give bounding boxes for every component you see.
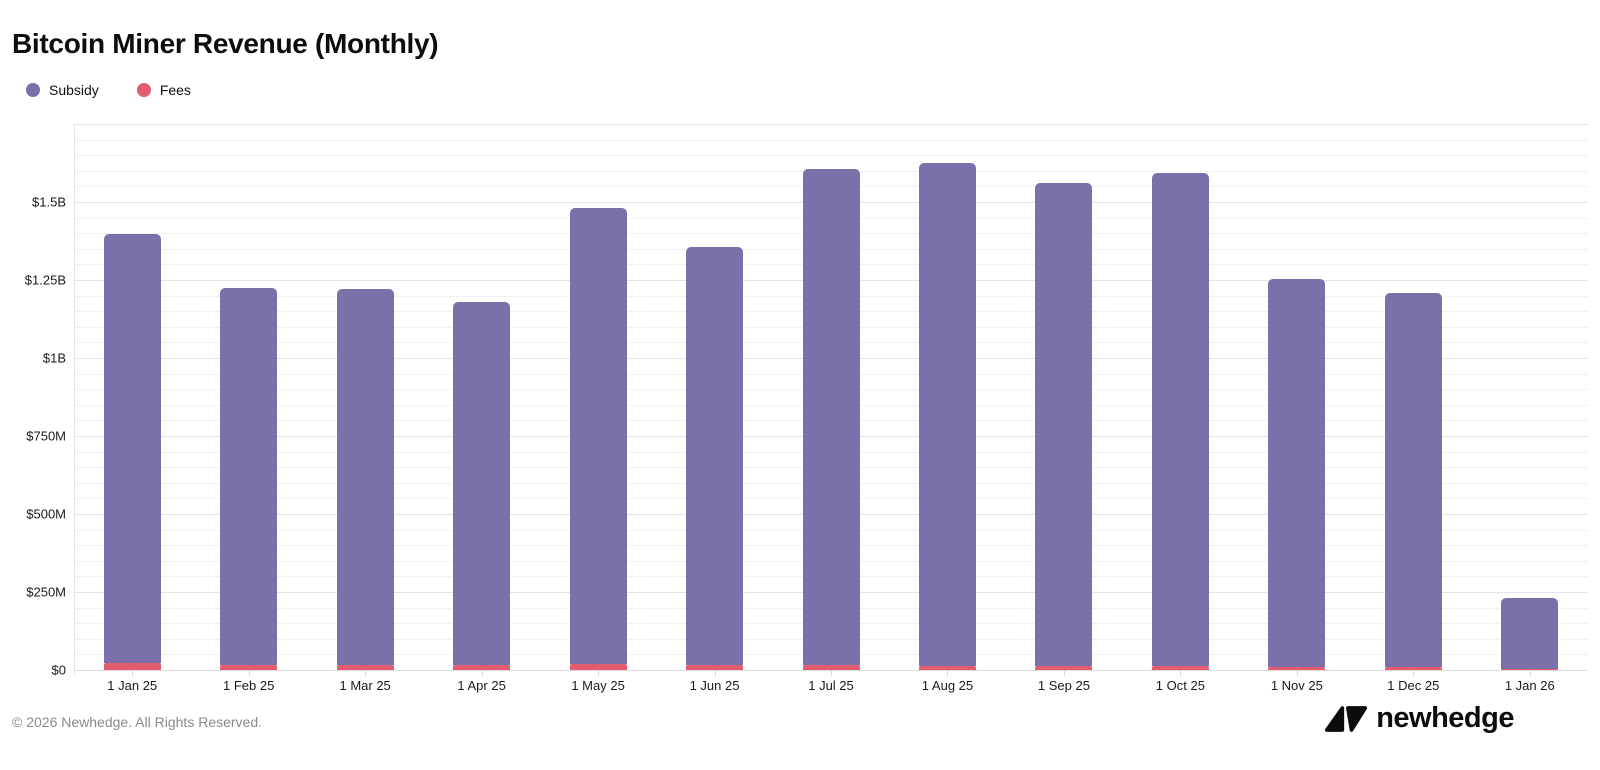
bar-subsidy-1-jul-25[interactable] (802, 168, 860, 666)
x-axis-tick-label: 1 Nov 25 (1270, 678, 1323, 693)
legend-item-subsidy[interactable]: Subsidy (26, 82, 99, 98)
bar-fees-1-oct-25[interactable] (1151, 665, 1209, 670)
bar-subsidy-1-mar-25[interactable] (336, 289, 394, 665)
bar-subsidy-1-feb-25[interactable] (220, 288, 278, 665)
newhedge-logo-text: newhedge (1376, 702, 1514, 734)
x-axis-tick-label: 1 Jan 26 (1504, 678, 1555, 693)
legend-dot-icon (26, 83, 40, 97)
y-axis-tick-label: $750M (26, 428, 66, 444)
x-axis-tick-label: 1 May 25 (571, 678, 625, 693)
x-axis-tick-label: 1 Oct 25 (1155, 678, 1205, 693)
legend-label: Fees (159, 82, 191, 98)
x-axis-tick (481, 671, 483, 676)
x-axis-tick (1413, 671, 1415, 676)
x-axis-tick (947, 671, 949, 676)
y-axis-tick-label: $500M (26, 506, 66, 522)
x-axis-tick (1063, 671, 1065, 676)
bar-subsidy-1-dec-25[interactable] (1384, 293, 1442, 667)
bar-fees-1-apr-25[interactable] (453, 665, 511, 670)
copyright-text: © 2026 Newhedge. All Rights Reserved. (12, 714, 263, 730)
bar-subsidy-1-nov-25[interactable] (1268, 279, 1326, 667)
bar-fees-1-feb-25[interactable] (220, 665, 278, 670)
bar-fees-1-jun-25[interactable] (686, 665, 744, 670)
bar-fees-1-mar-25[interactable] (336, 664, 394, 670)
legend-item-fees[interactable]: Fees (136, 82, 191, 98)
x-axis-tick-label: 1 Aug 25 (921, 678, 974, 693)
bar-subsidy-1-oct-25[interactable] (1151, 173, 1209, 666)
bar-subsidy-1-aug-25[interactable] (918, 162, 976, 667)
x-axis-tick-label: 1 Apr 25 (457, 678, 506, 693)
legend-label: Subsidy (49, 82, 99, 98)
bar-fees-1-jul-25[interactable] (802, 665, 860, 670)
x-axis-tick (1180, 671, 1182, 676)
bar-fees-1-jan-26[interactable] (1501, 669, 1559, 670)
x-axis-tick (831, 671, 832, 676)
page-title: Bitcoin Miner Revenue (Monthly) (12, 28, 439, 59)
newhedge-logo[interactable]: newhedge (1324, 702, 1514, 735)
bar-fees-1-may-25[interactable] (569, 663, 627, 670)
y-axis-tick-label: $0 (51, 662, 66, 678)
x-axis-tick-label: 1 Jun 25 (689, 678, 740, 693)
newhedge-logo-icon (1325, 705, 1368, 732)
x-axis-tick-label: 1 Sep 25 (1037, 678, 1090, 693)
bar-subsidy-1-jan-26[interactable] (1501, 597, 1559, 670)
legend-dot-icon (136, 83, 151, 97)
bar-subsidy-1-jan-25[interactable] (103, 234, 161, 664)
x-axis-tick-label: 1 Mar 25 (339, 678, 391, 693)
bar-subsidy-1-sep-25[interactable] (1035, 183, 1093, 667)
bar-fees-1-aug-25[interactable] (918, 666, 976, 670)
x-axis-tick-label: 1 Jul 25 (808, 678, 854, 693)
bar-fees-1-jan-25[interactable] (103, 663, 161, 670)
x-axis-tick (365, 671, 367, 676)
y-axis-tick-label: $1.25B (24, 272, 66, 288)
major-gridline (74, 124, 1588, 125)
bar-subsidy-1-may-25[interactable] (569, 207, 627, 664)
x-axis-tick (714, 671, 716, 676)
x-axis-tick (1529, 671, 1531, 676)
y-axis-tick-label: $250M (26, 584, 66, 600)
x-axis-tick-label: 1 Dec 25 (1387, 678, 1440, 693)
minor-gridline (74, 155, 1588, 157)
y-axis-tick-label: $1.5B (32, 194, 66, 210)
x-axis-tick (598, 671, 600, 676)
x-axis-tick (132, 671, 134, 676)
x-axis-line (74, 670, 1588, 671)
bar-fees-1-dec-25[interactable] (1384, 666, 1442, 670)
y-axis-tick-label: $1B (42, 350, 66, 366)
bar-subsidy-1-jun-25[interactable] (686, 247, 744, 666)
x-axis-tick (248, 671, 250, 676)
x-axis-tick-label: 1 Feb 25 (223, 678, 275, 693)
x-axis-tick-label: 1 Jan 25 (107, 678, 158, 693)
bar-fees-1-nov-25[interactable] (1268, 666, 1326, 670)
bar-fees-1-sep-25[interactable] (1035, 666, 1093, 670)
y-axis-line (74, 123, 75, 675)
bar-subsidy-1-apr-25[interactable] (453, 301, 511, 665)
chart-legend: Subsidy Fees (26, 82, 191, 98)
x-axis-tick (1296, 671, 1298, 676)
minor-gridline (74, 139, 1588, 141)
